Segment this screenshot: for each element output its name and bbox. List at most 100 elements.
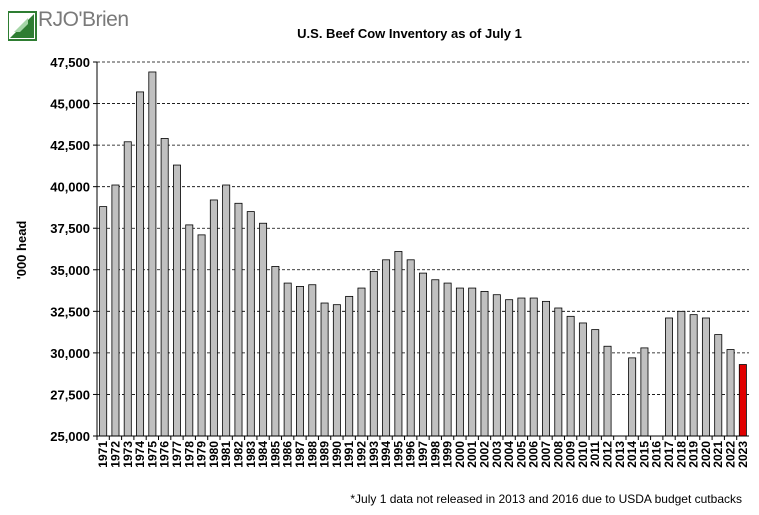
- bar-1991: [345, 295, 354, 437]
- bar-1990: [332, 304, 341, 437]
- bar-2011: [591, 329, 600, 437]
- x-tick-label: 1983: [244, 441, 258, 468]
- x-tick-label: 1978: [182, 441, 196, 468]
- x-tick-label: 1997: [416, 441, 430, 468]
- bar-1998: [431, 279, 440, 437]
- y-tick-label: 30,000: [50, 346, 90, 361]
- bar-1973: [123, 141, 132, 437]
- bar-2010: [578, 322, 587, 437]
- x-tick-label: 2023: [736, 441, 750, 468]
- bars: [99, 71, 747, 437]
- x-tick-label: 1982: [231, 441, 245, 468]
- x-tick-label: 2018: [674, 441, 688, 468]
- x-tick-label: 1990: [330, 441, 344, 468]
- x-tick-label: 2010: [576, 441, 590, 468]
- bar-2007: [542, 300, 550, 437]
- x-tick-label: 2006: [527, 441, 541, 468]
- y-tick-label: 25,000: [50, 429, 90, 444]
- x-tick-label: 2007: [539, 441, 553, 468]
- bar-1979: [197, 234, 206, 437]
- x-tick-label: 1988: [305, 441, 319, 468]
- bar-2001: [468, 287, 477, 437]
- x-tick-label: 1971: [96, 441, 110, 468]
- bar-2017: [665, 317, 674, 437]
- bar-1980: [209, 199, 218, 437]
- x-tick-label: 1972: [108, 441, 122, 468]
- x-tick-label: 2016: [650, 441, 664, 468]
- bar-2022: [726, 349, 735, 437]
- x-tick-label: 1998: [428, 441, 442, 468]
- bar-2009: [566, 315, 575, 437]
- bar-2012: [603, 345, 612, 437]
- y-tick-label: 40,000: [50, 180, 90, 195]
- x-tick-label: 1986: [281, 441, 295, 468]
- axes: [93, 61, 749, 440]
- bar-1992: [357, 287, 366, 437]
- x-tick-label: 1995: [391, 441, 405, 468]
- x-tick-label: 1981: [219, 441, 233, 468]
- bar-2008: [554, 307, 563, 437]
- bar-1988: [308, 284, 317, 437]
- x-tick-label: 2012: [601, 441, 615, 468]
- bar-1983: [246, 211, 255, 437]
- x-tick-label: 2002: [478, 441, 492, 468]
- x-tick-label: 1984: [256, 441, 270, 468]
- bar-1994: [382, 259, 391, 437]
- bar-1993: [369, 271, 378, 437]
- x-tick-label: 2004: [502, 441, 516, 468]
- x-tick-label: 1975: [145, 441, 159, 468]
- bar-2015: [640, 347, 649, 437]
- rjobrien-logo: [8, 11, 37, 41]
- y-tick-label: 27,500: [50, 387, 90, 402]
- x-tick-label: 1977: [170, 441, 184, 468]
- x-tick-label: 1980: [207, 441, 221, 468]
- x-tick-label: 2019: [687, 441, 701, 468]
- bar-1986: [283, 282, 292, 437]
- x-tick-label: 2003: [490, 441, 504, 468]
- bar-1978: [185, 224, 194, 437]
- x-tick-label: 2014: [625, 441, 639, 468]
- y-tick-label: 37,500: [50, 221, 90, 236]
- bar-2000: [455, 287, 464, 437]
- x-tick-label: 1994: [379, 441, 393, 468]
- x-tick-label: 2022: [724, 441, 738, 468]
- bar-1999: [443, 282, 452, 437]
- bar-1975: [148, 71, 157, 437]
- x-tick-label: 1973: [121, 441, 135, 468]
- bar-1982: [234, 202, 243, 437]
- y-tick-label: 35,000: [50, 263, 90, 278]
- bar-2019: [689, 314, 698, 437]
- x-tick-label: 1987: [293, 441, 307, 468]
- x-tick-label: 1991: [342, 441, 356, 468]
- x-tick-label: 1999: [441, 441, 455, 468]
- bar-1974: [136, 91, 145, 437]
- bar-1977: [172, 164, 181, 437]
- x-tick-label: 2005: [514, 441, 528, 468]
- y-tick-label: 42,500: [50, 138, 90, 153]
- y-tick-label: 32,500: [50, 304, 90, 319]
- x-tick-label: 2001: [465, 441, 479, 468]
- x-tick-label: 1996: [404, 441, 418, 468]
- bar-2021: [714, 334, 723, 437]
- x-tick-label: 2009: [564, 441, 578, 468]
- bar-1984: [259, 222, 268, 437]
- y-tick-labels: 25,000 27,500 30,000 32,500 35,000 37,500 40,0…: [50, 55, 90, 444]
- bar-2006: [529, 297, 538, 437]
- x-tick-label: 1979: [195, 441, 209, 468]
- logo-text: RJO'Brien: [38, 8, 129, 31]
- footnote: *July 1 data not released in 2013 and 20…: [350, 492, 742, 506]
- x-tick-label: 2008: [551, 441, 565, 468]
- x-tick-label: 1976: [158, 441, 172, 468]
- bar-1985: [271, 266, 280, 437]
- bar-2023: [738, 364, 747, 437]
- bar-1971: [99, 206, 108, 437]
- chart-title: U.S. Beef Cow Inventory as of July 1: [297, 26, 522, 41]
- bar-2020: [701, 317, 710, 437]
- bar-1987: [296, 285, 304, 437]
- x-tick-labels: 1971197219731974197519761977197819791980…: [96, 441, 750, 468]
- x-tick-label: 2000: [453, 441, 467, 468]
- bar-2014: [628, 357, 637, 437]
- bar-2018: [677, 310, 686, 437]
- bar-2005: [517, 297, 526, 437]
- bar-1972: [111, 184, 120, 437]
